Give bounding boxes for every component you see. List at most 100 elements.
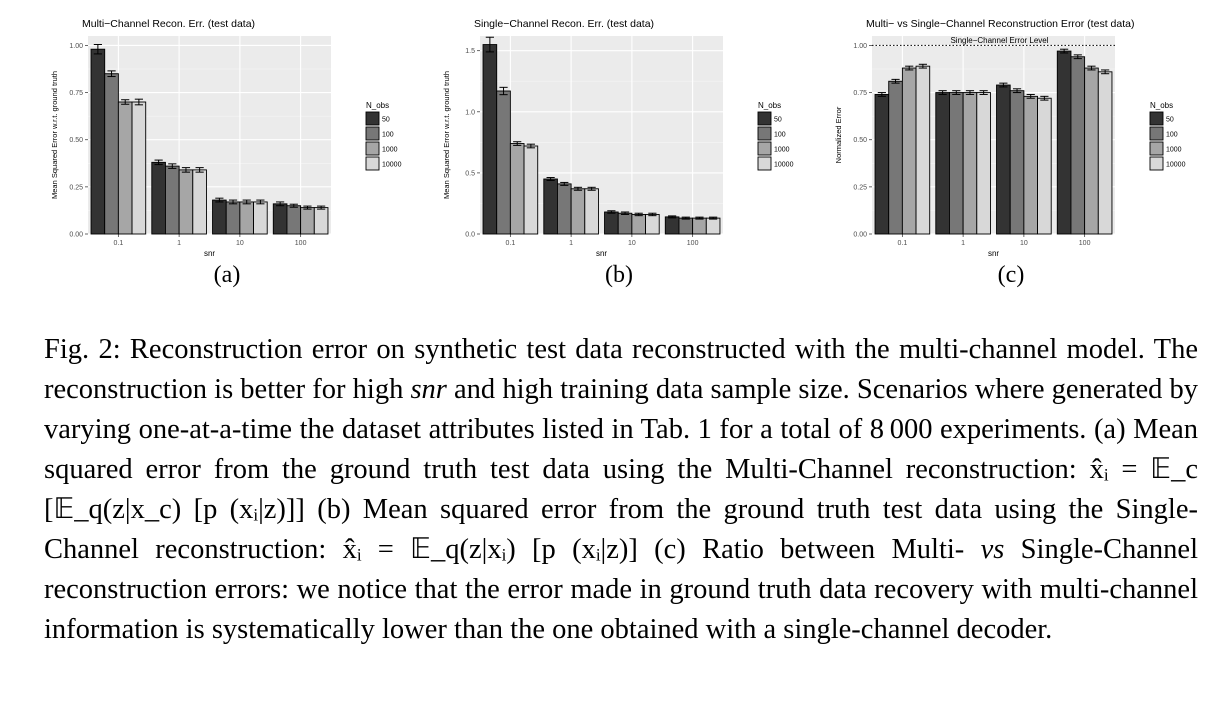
bar [165,165,180,235]
y-axis-label: Mean Squared Error w.r.t. ground truth [442,71,451,199]
bar [509,143,525,235]
legend-label: 1000 [1166,147,1182,154]
chart-title: Single−Channel Recon. Err. (test data) [474,18,654,30]
bar [604,211,619,235]
legend-label: 1000 [382,147,398,154]
bar [1037,97,1052,235]
bar [104,73,119,235]
y-tick-label: 0.25 [69,184,83,191]
subcaption-b: (b) [605,262,633,288]
subcaption-c: (c) [997,262,1025,288]
bar [523,145,539,235]
y-tick-label: 1.00 [69,43,83,50]
bar [570,188,586,235]
bar [300,207,315,235]
legend-title: N_obs [758,101,781,110]
x-tick-label: 1 [177,240,181,247]
x-tick-label: 0.1 [898,240,908,247]
legend-swatch [757,111,772,126]
bar [225,201,241,235]
legend-swatch [1149,141,1164,156]
y-tick-label: 0.00 [853,232,867,239]
x-tick-label: 0.1 [114,240,124,247]
y-tick-label: 0.00 [69,232,83,239]
legend-title: N_obs [366,101,389,110]
bar [131,101,147,235]
bar [692,217,707,235]
bar [212,199,227,235]
bar [272,203,288,235]
legend-label: 50 [774,117,782,124]
bar [192,169,207,235]
y-tick-label: 0.50 [69,137,83,144]
legend-label: 50 [1166,117,1174,124]
y-axis-label: Mean Squared Error w.r.t. ground truth [50,71,59,199]
y-tick-label: 1.00 [853,43,867,50]
legend-swatch [365,111,380,126]
y-tick-label: 0.25 [853,184,867,191]
legend-label: 100 [1166,132,1178,139]
caption-mid1: and high training data sample size. Scen… [44,374,1198,485]
x-tick-label: 10 [236,240,244,247]
x-axis-label: snr [596,249,607,258]
legend-swatch [1149,156,1164,171]
caption-vs: vs [980,534,1005,565]
x-tick-label: 10 [628,240,636,247]
y-tick-label: 0.0 [465,232,475,239]
legend-swatch [1149,111,1164,126]
bar [90,48,106,235]
legend-swatch [1149,126,1164,141]
chart-ratio: Multi− vs Single−Channel Reconstruction … [834,18,1186,258]
figure-caption: Fig. 2: Reconstruction error on syntheti… [44,330,1198,650]
bar [117,101,133,235]
bar [1023,95,1038,235]
legend-label: 50 [382,117,390,124]
formula-single-channel: x̂ᵢ = 𝔼_q(z|xᵢ) [p (xᵢ|z)] [342,534,638,565]
legend-label: 100 [774,132,786,139]
bar [1056,50,1072,235]
bar [705,217,721,235]
bar [888,80,903,235]
bar [584,188,599,235]
x-tick-label: 10 [1020,240,1028,247]
bar [482,44,498,235]
bar [1084,67,1099,235]
legend-swatch [365,141,380,156]
bar [543,178,558,235]
chart-title: Multi−Channel Recon. Err. (test data) [82,18,255,30]
legend-label: 10000 [382,162,402,169]
caption-mid3: (c) Ratio between Multi- [637,534,981,565]
caption-snr: snr [410,374,447,405]
x-axis-label: snr [204,249,215,258]
legend-label: 100 [382,132,394,139]
chart-multi-channel: Multi−Channel Recon. Err. (test data) 0.0… [50,18,402,258]
bar [935,92,950,235]
bar [915,65,931,235]
bar [949,92,964,235]
caption-mid2: (b) Mean squared error from the ground t… [44,494,1198,565]
bar [313,207,329,235]
bar [617,212,633,235]
legend-label: 10000 [774,162,794,169]
legend-swatch [365,156,380,171]
y-tick-label: 0.75 [853,90,867,97]
bar [496,90,511,235]
x-tick-label: 1 [569,240,573,247]
bar [151,161,166,235]
x-axis-label: snr [988,249,999,258]
bar [253,201,268,235]
x-tick-label: 1 [961,240,965,247]
y-tick-label: 0.50 [853,137,867,144]
bar [962,92,978,235]
formula-multi-channel: x̂ᵢ = 𝔼_c [𝔼_q(z|x_c) [p (xᵢ|z)]] [44,454,1198,525]
legend-swatch [757,126,772,141]
y-tick-label: 0.5 [465,170,475,177]
y-axis-label: Normalized Error [834,106,843,163]
y-tick-label: 1.5 [465,48,475,55]
bar [178,169,194,235]
caption-tail: Single-Channel reconstruction errors: we… [44,534,1198,645]
bar [901,67,917,235]
bar [631,213,646,235]
x-tick-label: 100 [295,240,307,247]
bar [1097,71,1113,235]
